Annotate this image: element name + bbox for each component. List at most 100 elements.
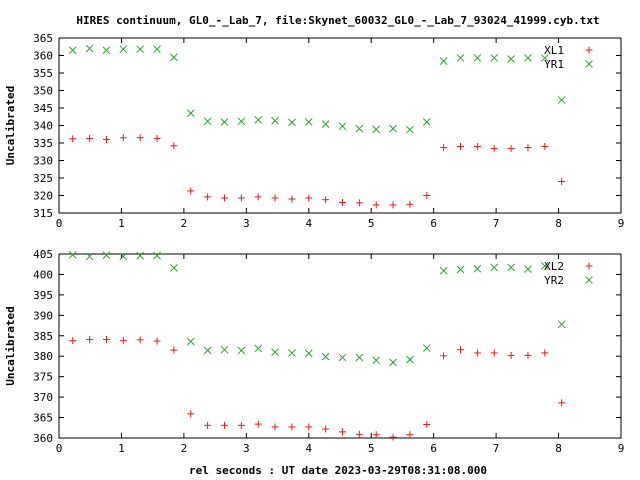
- data-point: [237, 421, 245, 429]
- y-tick-label: 360: [33, 432, 53, 445]
- data-point: [338, 122, 347, 131]
- x-tick-label: 1: [118, 217, 125, 230]
- data-point: [119, 134, 127, 142]
- data-point: [558, 178, 566, 185]
- data-point: [288, 349, 296, 357]
- data-point: [271, 116, 279, 125]
- data-point: [254, 420, 262, 428]
- data-point: [355, 430, 363, 438]
- legend-marker: [585, 60, 593, 68]
- data-point: [271, 194, 279, 202]
- x-axis-label: rel seconds : UT date 2023-03-29T08:31:0…: [189, 464, 487, 477]
- data-point: [524, 351, 532, 359]
- data-point: [540, 54, 549, 62]
- data-point: [490, 145, 498, 153]
- data-point: [406, 200, 414, 208]
- data-point: [153, 337, 161, 345]
- data-point: [220, 421, 228, 429]
- data-point: [304, 349, 313, 358]
- x-tick-label: 3: [243, 217, 250, 230]
- panel-bottom: 0 1 2 3 4 5 6 7 8 9 360 365 370 375 380 385 390 395 400 405…: [4, 248, 624, 455]
- data-point: [237, 346, 246, 355]
- data-point: [288, 195, 296, 203]
- data-point: [288, 423, 296, 431]
- y-tick-label: 380: [33, 350, 53, 363]
- data-point: [237, 117, 246, 126]
- data-point: [440, 352, 448, 360]
- x-tick-label: 7: [493, 217, 500, 230]
- y-tick-label: 325: [33, 172, 53, 185]
- data-point: [372, 201, 380, 209]
- data-point: [220, 118, 229, 126]
- y-tick-label: 340: [33, 120, 53, 133]
- data-point: [473, 264, 482, 273]
- y-tick-label: 400: [33, 268, 53, 281]
- data-point: [439, 57, 448, 65]
- data-point: [439, 266, 448, 275]
- data-point: [254, 116, 263, 124]
- y-tick-label: 335: [33, 137, 53, 150]
- data-point: [102, 136, 110, 143]
- data-point: [507, 55, 515, 63]
- data-point: [423, 421, 431, 429]
- data-point: [372, 356, 381, 365]
- data-point: [423, 192, 431, 199]
- data-point: [204, 421, 212, 429]
- y-tick-label: 365: [33, 32, 53, 45]
- data-point: [473, 54, 482, 62]
- y-tick-label: 355: [33, 67, 53, 80]
- data-point: [540, 262, 549, 270]
- data-point: [541, 349, 549, 357]
- data-point: [456, 54, 465, 62]
- data-point: [389, 201, 397, 209]
- x-tick-label: 2: [181, 442, 188, 455]
- x-tick-label: 6: [430, 217, 437, 230]
- data-point: [338, 353, 347, 362]
- data-point: [507, 263, 515, 272]
- data-point: [85, 44, 94, 53]
- data-point: [321, 352, 330, 361]
- data-point: [557, 320, 566, 329]
- data-point: [170, 264, 178, 272]
- data-point: [136, 134, 144, 142]
- data-point: [355, 353, 364, 362]
- data-point: [473, 349, 481, 357]
- data-point: [322, 196, 330, 204]
- x-tick-label: 4: [305, 442, 312, 455]
- x-tick-label: 8: [555, 217, 562, 230]
- legend-label: YR1: [544, 58, 564, 71]
- x-tick-label: 6: [430, 442, 437, 455]
- x-tick-label: 5: [368, 217, 375, 230]
- x-tick-label: 4: [305, 217, 312, 230]
- data-point: [69, 337, 77, 345]
- plot-frame: [58, 37, 622, 214]
- y-axis-label: Uncalibrated: [4, 86, 17, 165]
- data-point: [372, 125, 381, 134]
- x-tick-label: 3: [243, 442, 250, 455]
- data-point: [119, 45, 128, 54]
- data-point: [136, 336, 144, 344]
- data-point: [558, 399, 566, 407]
- data-point: [271, 348, 279, 356]
- data-point: [119, 252, 128, 261]
- data-point: [322, 425, 330, 433]
- data-point: [86, 134, 94, 142]
- y-tick-label: 330: [33, 155, 53, 168]
- y-tick-label: 385: [33, 330, 53, 343]
- data-point: [355, 124, 364, 133]
- data-point: [305, 194, 313, 202]
- legend-marker: [585, 276, 593, 284]
- data-point: [170, 142, 178, 150]
- data-point: [524, 144, 532, 152]
- x-tick-label: 8: [555, 442, 562, 455]
- data-point: [237, 194, 245, 202]
- data-point: [389, 433, 397, 441]
- legend-label: XL1: [544, 44, 564, 57]
- data-point: [490, 54, 499, 62]
- data-point: [68, 250, 77, 259]
- data-point: [203, 346, 212, 355]
- x-tick-label: 0: [56, 442, 63, 455]
- data-point: [473, 143, 481, 150]
- y-axis-label: Uncalibrated: [4, 306, 17, 385]
